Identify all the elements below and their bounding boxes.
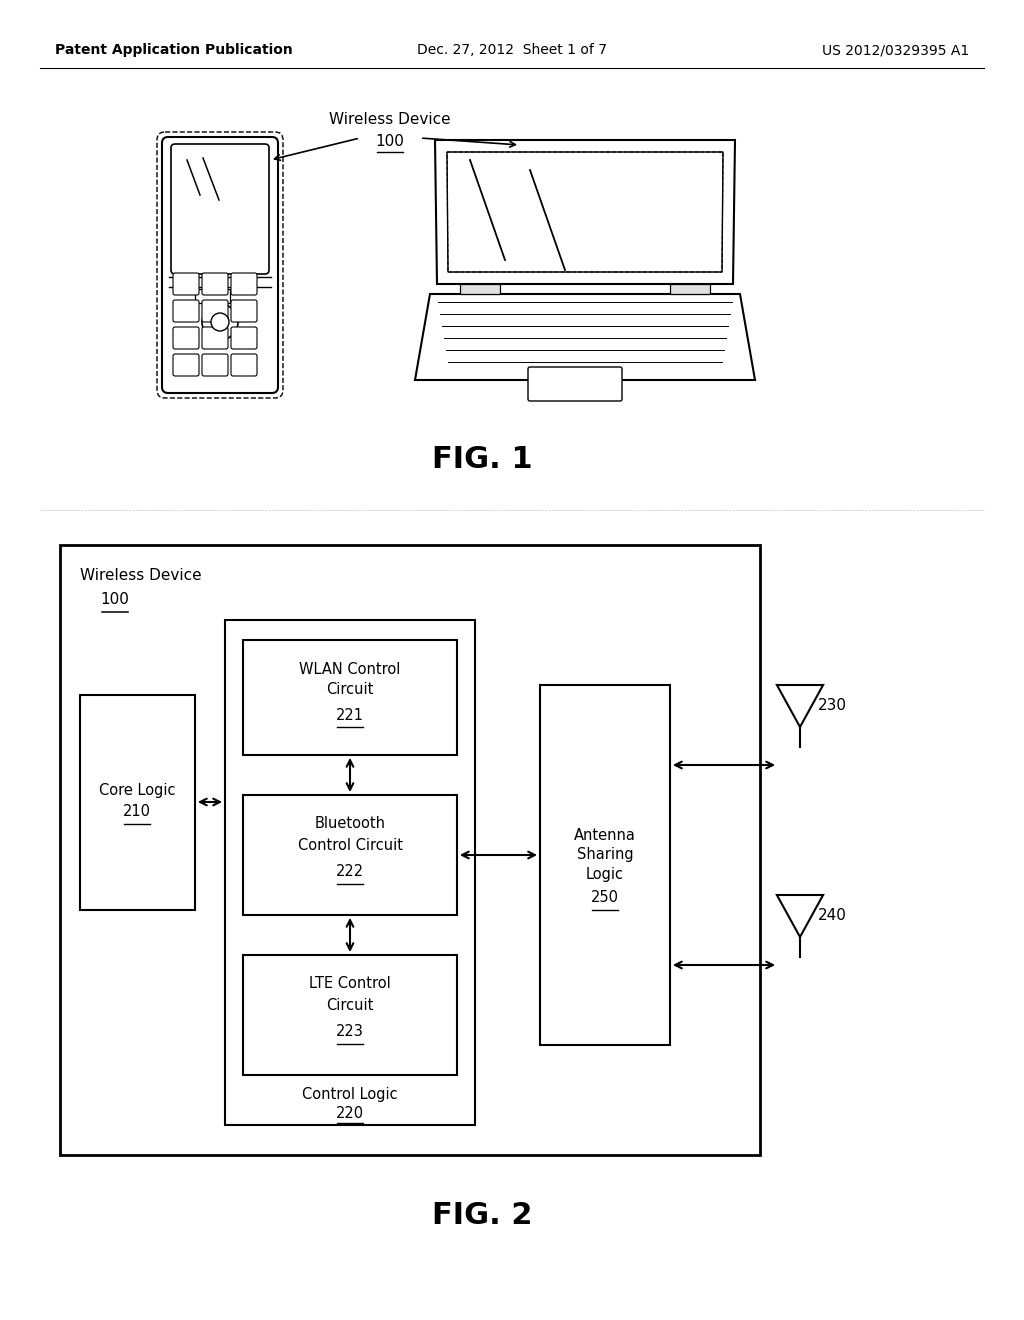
FancyBboxPatch shape	[162, 137, 278, 393]
FancyBboxPatch shape	[231, 327, 257, 348]
Text: Sharing: Sharing	[577, 847, 633, 862]
Text: Dec. 27, 2012  Sheet 1 of 7: Dec. 27, 2012 Sheet 1 of 7	[417, 44, 607, 57]
FancyBboxPatch shape	[173, 354, 199, 376]
Bar	[243, 954, 457, 1074]
Text: FIG. 1: FIG. 1	[432, 446, 532, 474]
FancyBboxPatch shape	[173, 300, 199, 322]
Text: 230: 230	[818, 697, 847, 713]
Text: 240: 240	[818, 908, 847, 923]
Text: Logic: Logic	[586, 867, 624, 883]
FancyBboxPatch shape	[231, 354, 257, 376]
Polygon shape	[777, 685, 823, 727]
FancyBboxPatch shape	[173, 273, 199, 294]
FancyBboxPatch shape	[231, 300, 257, 322]
Polygon shape	[777, 895, 823, 937]
Text: 223: 223	[336, 1024, 364, 1040]
FancyBboxPatch shape	[202, 327, 228, 348]
Bar	[225, 620, 475, 1125]
Text: 222: 222	[336, 865, 365, 879]
Bar	[60, 545, 760, 1155]
Text: FIG. 2: FIG. 2	[432, 1200, 532, 1229]
FancyBboxPatch shape	[202, 354, 228, 376]
Circle shape	[202, 304, 238, 341]
Text: Circuit: Circuit	[327, 998, 374, 1012]
Polygon shape	[447, 152, 723, 272]
Text: Wireless Device: Wireless Device	[329, 112, 451, 128]
Text: Core Logic: Core Logic	[98, 783, 175, 797]
Bar	[195, 289, 230, 304]
Text: WLAN Control: WLAN Control	[299, 663, 400, 677]
FancyBboxPatch shape	[231, 273, 257, 294]
Text: Circuit: Circuit	[327, 682, 374, 697]
Polygon shape	[415, 294, 755, 380]
Bar	[460, 284, 500, 294]
Bar	[80, 696, 195, 909]
Text: Bluetooth: Bluetooth	[314, 816, 385, 830]
Text: Wireless Device: Wireless Device	[80, 568, 202, 582]
Text: Patent Application Publication: Patent Application Publication	[55, 44, 293, 57]
Text: Control Logic: Control Logic	[302, 1088, 397, 1102]
Text: US 2012/0329395 A1: US 2012/0329395 A1	[821, 44, 969, 57]
FancyBboxPatch shape	[202, 273, 228, 294]
FancyBboxPatch shape	[171, 144, 269, 275]
Bar	[243, 640, 457, 755]
Text: Antenna: Antenna	[574, 828, 636, 842]
Circle shape	[211, 313, 229, 331]
Text: 250: 250	[591, 891, 618, 906]
Bar	[670, 284, 710, 294]
Text: 100: 100	[100, 593, 129, 607]
FancyBboxPatch shape	[173, 327, 199, 348]
Text: 221: 221	[336, 708, 364, 722]
Text: LTE Control: LTE Control	[309, 975, 391, 990]
Bar	[243, 795, 457, 915]
FancyBboxPatch shape	[202, 300, 228, 322]
Text: 210: 210	[123, 804, 151, 820]
Bar	[540, 685, 670, 1045]
Text: 100: 100	[376, 135, 404, 149]
Text: 220: 220	[336, 1106, 365, 1121]
Polygon shape	[435, 140, 735, 284]
Text: Control Circuit: Control Circuit	[298, 837, 402, 853]
FancyBboxPatch shape	[528, 367, 622, 401]
